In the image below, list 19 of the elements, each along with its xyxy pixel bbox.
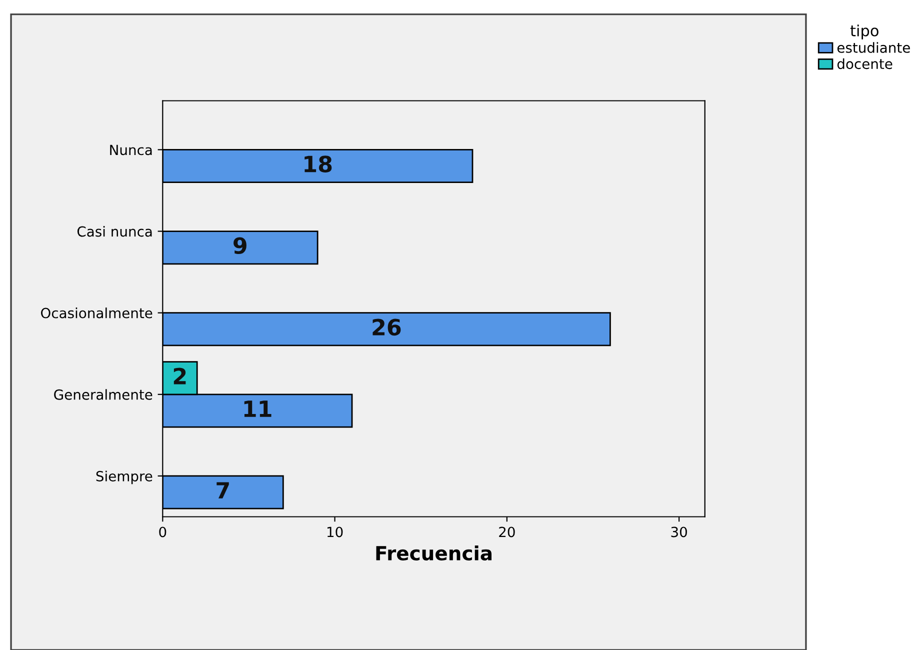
x-axis-title: Frecuencia xyxy=(376,545,492,561)
y-tick-label: Siempre xyxy=(96,470,152,484)
y-tick-label: Nunca xyxy=(110,144,152,156)
x-tick-label: 20 xyxy=(499,526,515,538)
data-label: 18 xyxy=(304,156,332,172)
y-tick-label: Casi nunca xyxy=(77,226,152,237)
x-tick-label: 30 xyxy=(671,526,687,538)
legend-label: docente xyxy=(837,58,892,70)
data-label: 2 xyxy=(174,368,186,384)
data-label: 9 xyxy=(234,237,246,254)
legend-title: tipo xyxy=(850,24,878,40)
x-tick-label: 0 xyxy=(159,526,166,538)
data-label: 26 xyxy=(372,318,401,336)
data-label: 11 xyxy=(244,400,272,417)
x-tick-label: 10 xyxy=(327,526,343,538)
y-tick-label: Ocasionalmente xyxy=(41,308,152,318)
legend-label: estudiante xyxy=(837,42,910,53)
data-label: 7 xyxy=(216,482,229,498)
y-tick-label: Generalmente xyxy=(54,389,152,400)
